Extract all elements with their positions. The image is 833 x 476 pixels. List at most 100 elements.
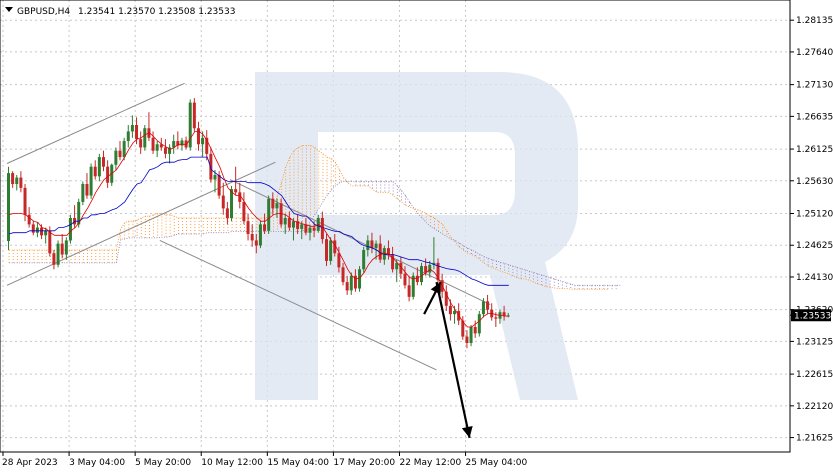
candle: [225, 201, 229, 225]
candle: [213, 169, 217, 193]
candle: [93, 160, 97, 180]
x-tick-label: 3 May 04:00: [69, 458, 125, 468]
candle: [155, 141, 159, 158]
y-tick-label: 1.28135: [796, 16, 833, 26]
current-price-label: 1.23533: [794, 312, 831, 322]
candle: [469, 325, 473, 347]
y-tick-label: 1.27130: [796, 81, 833, 91]
candle: [81, 181, 85, 206]
candle: [353, 269, 357, 292]
candle: [254, 234, 258, 254]
watermark-r-icon: [255, 72, 578, 400]
candle: [89, 163, 93, 199]
candle: [436, 258, 440, 286]
candle: [101, 150, 105, 172]
candle: [304, 217, 308, 236]
candle: [403, 266, 407, 289]
candle: [168, 144, 172, 164]
candle: [473, 320, 477, 338]
candle: [68, 214, 72, 244]
span-a-line: [9, 145, 608, 290]
tenkan-sen-line: [8, 131, 509, 328]
ascending-channel-upper: [6, 82, 185, 164]
plot-frame: [0, 0, 791, 453]
menu-triangle-icon[interactable]: [5, 7, 13, 12]
x-tick-label: 5 May 20:00: [135, 458, 191, 468]
candle: [329, 237, 333, 265]
candle: [201, 131, 205, 158]
candle: [106, 160, 110, 188]
candle: [300, 221, 304, 240]
candle: [287, 211, 291, 231]
candle: [263, 213, 267, 235]
candle: [477, 310, 481, 337]
candle: [221, 182, 225, 215]
candle: [411, 272, 415, 300]
y-tick-label: 1.25630: [796, 177, 833, 187]
y-tick-label: 1.23125: [796, 337, 833, 347]
candle: [126, 125, 130, 148]
candle: [205, 130, 209, 161]
candle: [378, 235, 382, 263]
candle: [7, 166, 10, 251]
x-tick-label: 15 May 04:00: [267, 458, 329, 468]
x-tick-label: 10 May 12:00: [201, 458, 263, 468]
y-tick-label: 1.24625: [796, 241, 833, 251]
candle: [192, 98, 196, 132]
candle: [481, 298, 485, 318]
candle: [31, 221, 35, 236]
candle: [395, 259, 399, 283]
forecast-arrow-line: [435, 281, 471, 439]
candle: [143, 125, 147, 151]
candle: [188, 99, 192, 151]
candle: [35, 222, 39, 238]
candle: [337, 246, 341, 273]
candle: [366, 235, 370, 257]
forecast-arrow-head-icon: [461, 425, 473, 438]
candle: [196, 121, 200, 151]
candle: [172, 134, 176, 154]
candle: [250, 224, 254, 247]
candle: [64, 237, 68, 260]
candle: [56, 240, 60, 268]
candle: [407, 275, 411, 302]
candle: [52, 250, 56, 270]
x-tick-label: 22 May 12:00: [399, 458, 461, 468]
candle: [341, 262, 345, 286]
candle: [349, 272, 353, 295]
candle: [114, 147, 118, 170]
candle: [118, 141, 122, 161]
watermark-logo: [255, 72, 578, 400]
candle: [486, 294, 490, 315]
span-b-line: [9, 181, 621, 286]
current-price-bg: [791, 309, 831, 322]
candle: [122, 137, 126, 161]
candle: [19, 171, 23, 193]
candle: [275, 198, 279, 218]
candle: [97, 153, 101, 182]
candle: [308, 224, 312, 241]
candle: [382, 245, 386, 265]
y-tick-label: 1.26125: [796, 145, 833, 155]
candle: [15, 175, 19, 191]
candle: [85, 173, 89, 199]
kijun-sen-line: [8, 156, 509, 286]
candle: [358, 266, 362, 292]
candle: [44, 227, 48, 244]
candle: [267, 195, 271, 235]
y-tick-label: 1.22615: [796, 370, 833, 380]
candle: [362, 246, 366, 273]
candle: [432, 237, 436, 270]
candle: [465, 330, 469, 349]
candle: [151, 131, 155, 154]
candle: [502, 305, 506, 321]
chart-header: GBPUSD,H4 1.23541 1.23570 1.23508 1.2353…: [5, 7, 235, 17]
candle: [271, 192, 275, 215]
ichimoku-lines: [8, 131, 509, 328]
y-tick-label: 1.26635: [796, 112, 833, 122]
descending-channel-lower: [159, 239, 437, 371]
candle: [139, 131, 143, 154]
candle: [444, 285, 448, 311]
